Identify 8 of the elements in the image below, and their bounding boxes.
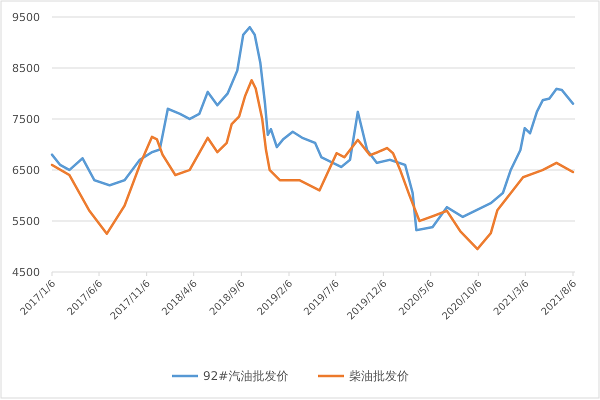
y-tick-label: 4500 — [12, 266, 40, 279]
y-tick-label: 9500 — [12, 11, 40, 24]
y-tick-label: 8500 — [12, 62, 40, 75]
y-tick-label: 5500 — [12, 215, 40, 228]
y-tick-label: 6500 — [12, 164, 40, 177]
y-tick-label: 7500 — [12, 113, 40, 126]
legend-label: 92#汽油批发价 — [203, 369, 288, 383]
legend-label: 柴油批发价 — [349, 369, 409, 383]
